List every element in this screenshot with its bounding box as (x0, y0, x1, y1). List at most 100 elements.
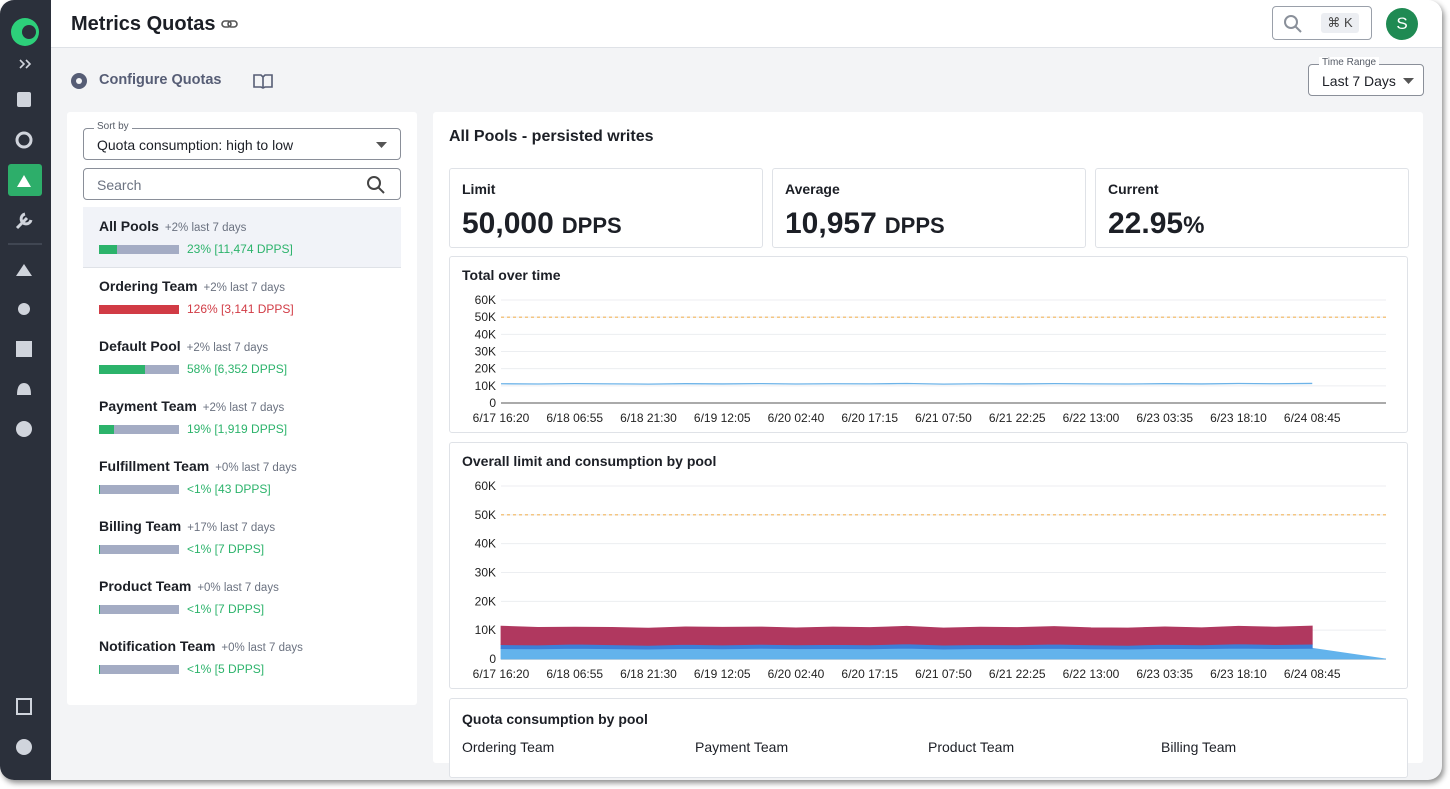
y-tick-label: 20K (475, 594, 496, 608)
pool-name: Payment Team (99, 398, 197, 414)
stat-value-row: 10,957 DPPS (785, 207, 945, 241)
stat-unit: % (1183, 212, 1205, 239)
nav-sidebar (0, 0, 51, 780)
dropdown-arrow (1403, 78, 1414, 84)
nav-topology[interactable] (18, 303, 30, 315)
stat-card: Limit 50,000 DPPS (449, 168, 763, 248)
nav-tools[interactable] (15, 212, 33, 230)
y-tick-label: 60K (475, 479, 496, 493)
search-icon (367, 176, 385, 194)
usage-track (99, 305, 179, 314)
pool-heading: All Pools +2% last 7 days (99, 218, 246, 236)
stat-value-row: 50,000 DPPS (462, 207, 622, 241)
pool-row[interactable]: Notification Team +0% last 7 days <1% [5 D… (83, 627, 401, 688)
table-column-header: Payment Team (695, 739, 789, 755)
nav-quotas (17, 175, 31, 187)
x-tick-label: 6/23 03:35 (1136, 411, 1193, 425)
x-tick-label: 6/20 17:15 (841, 667, 898, 681)
pool-row[interactable]: Ordering Team +2% last 7 days 126% [3,141 … (83, 267, 401, 328)
y-tick-label: 30K (475, 345, 496, 359)
stat-unit: DPPS (561, 213, 622, 238)
nav-icons (8, 18, 42, 755)
pool-row[interactable]: All Pools +2% last 7 days 23% [11,474 DPPS… (83, 207, 401, 268)
nav-logs[interactable] (17, 92, 31, 107)
x-tick-label: 6/24 08:45 (1284, 411, 1341, 425)
docs-icon[interactable] (253, 73, 273, 89)
usage-fill (99, 245, 118, 254)
nav-alerts[interactable] (17, 383, 31, 395)
pool-change: +2% last 7 days (202, 402, 285, 414)
table-title: Quota consumption by pool (462, 711, 648, 727)
pool-heading: Product Team +0% last 7 days (99, 578, 279, 596)
x-tick-label: 6/19 12:05 (694, 411, 751, 425)
x-tick-label: 6/22 13:00 (1063, 667, 1120, 681)
usage-label: 126% [3,141 DPPS] (187, 302, 294, 316)
shortcut-hint: ⌘ K (1321, 13, 1359, 33)
x-tick-label: 6/21 22:25 (989, 667, 1046, 681)
usage-track (99, 425, 179, 434)
y-tick-label: 0 (489, 396, 496, 410)
expand-icon[interactable] (19, 59, 32, 69)
pool-change: +17% last 7 days (187, 522, 276, 534)
usage-track (99, 605, 179, 614)
x-tick-label: 6/23 03:35 (1136, 667, 1193, 681)
table-column-header: Ordering Team (462, 739, 555, 755)
x-tick-label: 6/18 06:55 (546, 667, 603, 681)
usage-fill (99, 425, 115, 434)
pool-heading: Ordering Team +2% last 7 days (99, 278, 285, 296)
usage-label: 19% [1,919 DPPS] (187, 422, 288, 436)
x-tick-label: 6/22 13:00 (1063, 411, 1120, 425)
nav-explore[interactable] (16, 421, 32, 437)
page-title: Metrics Quotas (71, 13, 216, 35)
avatar[interactable]: S (1386, 8, 1418, 40)
stat-unit: DPPS (884, 213, 945, 238)
pool-name: All Pools (99, 218, 159, 234)
usage-fill (99, 665, 100, 674)
table-column-header: Billing Team (1161, 739, 1237, 755)
search-placeholder: Search (97, 177, 142, 193)
data-line (500, 382, 1313, 385)
time-range-select[interactable]: Time Range Last 7 Days (1308, 57, 1424, 96)
search-input[interactable]: Search (83, 168, 401, 200)
stacked-area (500, 625, 1313, 646)
nav-dashboards[interactable] (16, 341, 32, 357)
sort-select[interactable]: Sort by Quota consumption: high to low (83, 121, 401, 160)
dropdown-arrow (376, 142, 387, 148)
x-tick-label: 6/20 02:40 (768, 411, 825, 425)
stat-value: 22.95 (1108, 207, 1184, 240)
nav-pipeline[interactable] (15, 131, 33, 149)
nav-packages[interactable] (16, 264, 32, 276)
pool-row[interactable]: Default Pool +2% last 7 days 58% [6,352 DP… (83, 327, 401, 388)
pool-name: Billing Team (99, 518, 182, 534)
pool-change: +2% last 7 days (186, 342, 269, 354)
x-tick-label: 6/23 18:10 (1210, 667, 1267, 681)
header: Metrics Quotas ⌘ K S (51, 0, 1442, 48)
pool-row[interactable]: Billing Team +17% last 7 days <1% [7 DPPS] (83, 507, 401, 568)
y-tick-label: 50K (475, 508, 496, 522)
pool-row[interactable]: Fulfillment Team +0% last 7 days <1% [43 D… (83, 447, 401, 508)
nav-logout[interactable] (16, 698, 32, 715)
stat-label: Current (1108, 181, 1159, 197)
chart: Overall limit and consumption by pool 0 10… (462, 453, 1387, 681)
x-tick-label: 6/19 12:05 (694, 667, 751, 681)
pool-row[interactable]: Payment Team +2% last 7 days 19% [1,919 DP… (83, 387, 401, 448)
nav-help[interactable] (16, 739, 32, 755)
pool-heading: Billing Team +17% last 7 days (99, 518, 275, 536)
search-icon (1284, 15, 1302, 33)
pool-heading: Notification Team +0% last 7 days (99, 638, 303, 656)
configure-quotas[interactable]: Configure Quotas (99, 72, 222, 88)
y-tick-label: 10K (475, 623, 496, 637)
usage-track (99, 485, 179, 494)
usage-label: <1% [7 DPPS] (187, 602, 265, 616)
link-icon[interactable] (221, 16, 239, 32)
x-tick-label: 6/23 18:10 (1210, 411, 1267, 425)
search-button[interactable]: ⌘ K (1272, 6, 1372, 40)
stat-value: 50,000 (462, 207, 554, 240)
usage-label: 23% [11,474 DPPS] (187, 242, 293, 256)
stacked-area (500, 647, 1387, 660)
time-range-label: Time Range (1319, 57, 1380, 68)
pool-heading: Fulfillment Team +0% last 7 days (99, 458, 297, 476)
pool-row[interactable]: Product Team +0% last 7 days <1% [7 DPPS] (83, 567, 401, 628)
